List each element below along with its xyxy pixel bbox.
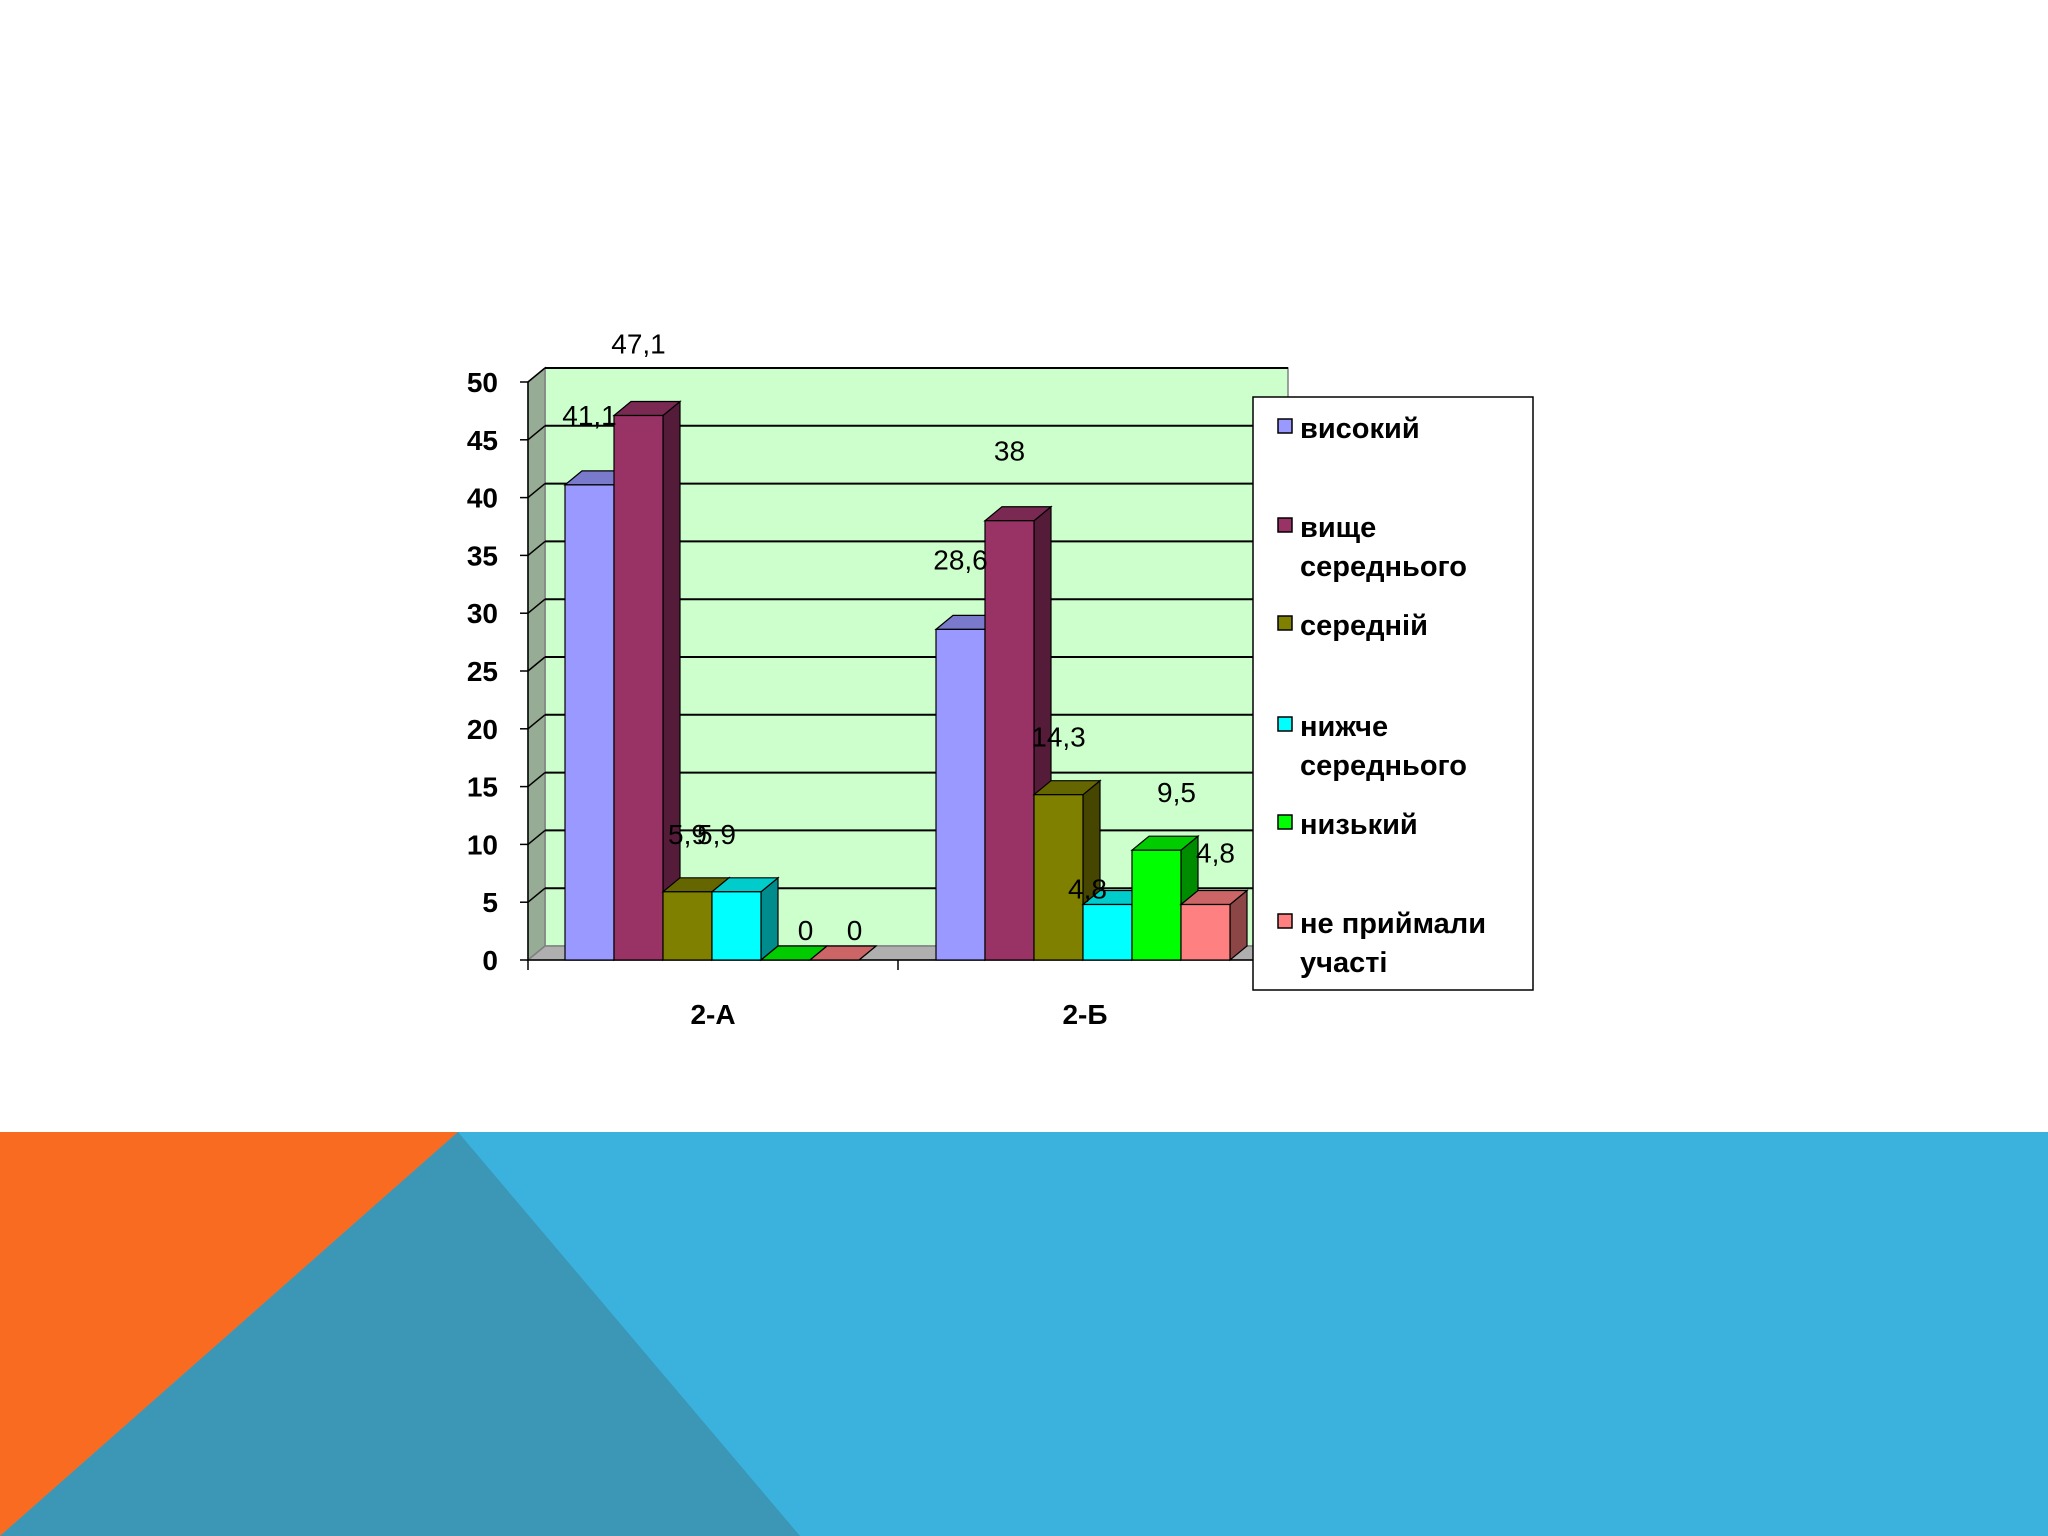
bar-front (711, 891, 762, 961)
y-tick-label: 35 (467, 540, 498, 571)
bar-side (662, 400, 681, 962)
data-label-0-4: 0 (798, 915, 814, 946)
gridline-side (527, 540, 546, 556)
bar-front (1033, 794, 1084, 961)
gridline-side (527, 483, 546, 499)
legend-swatch (1277, 814, 1293, 830)
legend-label-5: не приймали (1300, 908, 1486, 940)
gridline-side (527, 598, 546, 614)
legend-label-3: нижче (1300, 711, 1388, 743)
bar-front (613, 414, 664, 961)
data-label-1-2: 14,3 (1031, 722, 1086, 753)
data-label-1-4: 9,5 (1157, 777, 1196, 808)
bar-front (1082, 903, 1133, 961)
y-tick-label: 30 (467, 598, 498, 629)
y-tick-label: 40 (467, 483, 498, 514)
y-axis-ticks: 0 5 10 15 20 25 30 35 40 45 50 (467, 367, 528, 976)
y-tick-label: 10 (467, 829, 498, 860)
y-tick-label: 50 (467, 367, 498, 398)
category-labels: 2-А 2-Б (690, 999, 1107, 1030)
gridline-side (527, 656, 546, 672)
y-tick-label: 5 (482, 887, 498, 918)
data-label-1-5: 4,8 (1196, 838, 1235, 869)
bar-1-5 (1179, 889, 1249, 962)
category-label-0: 2-А (690, 999, 735, 1030)
data-label-0-1: 47,1 (611, 329, 666, 360)
bar-front (662, 891, 713, 961)
data-label-0-0: 41,1 (562, 400, 617, 431)
legend-box (1252, 396, 1534, 991)
bar-front (935, 628, 986, 961)
bar-0-3 (710, 876, 780, 962)
y-tick-label: 15 (467, 772, 498, 803)
gridline-side (527, 425, 546, 441)
legend-swatch (1277, 615, 1293, 631)
legend-label-2: середній (1300, 610, 1428, 642)
bar-front (984, 520, 1035, 961)
dark-blue-triangle (0, 1132, 800, 1536)
data-label-1-0: 28,6 (933, 544, 988, 575)
gridline-side (527, 887, 546, 903)
bar-0-5 (808, 945, 878, 961)
bar-0-1 (612, 400, 682, 962)
y-tick-label: 25 (467, 656, 498, 687)
legend-label-4: низький (1300, 809, 1418, 841)
gridline-side (527, 772, 546, 788)
bar-1-2 (1032, 779, 1102, 962)
legend-label-5: участі (1300, 947, 1387, 979)
legend-swatch (1277, 418, 1293, 434)
y-tick-label: 20 (467, 714, 498, 745)
bars (563, 400, 1249, 962)
legend-swatch (1277, 716, 1293, 732)
legend-label-1: середнього (1300, 551, 1467, 583)
bar-top (808, 945, 878, 961)
bar-front (1131, 849, 1182, 961)
data-label-1-3: 4,8 (1068, 874, 1107, 905)
y-tick-label: 45 (467, 425, 498, 456)
bar-front (564, 484, 615, 961)
gridline-side (527, 367, 546, 383)
legend-label-3: середнього (1300, 750, 1467, 782)
legend: високий вище середнього середній нижче середн… (1252, 396, 1534, 991)
legend-swatch (1277, 913, 1293, 929)
data-label-0-2: 5,9 (668, 819, 707, 850)
data-label-1-1: 38 (994, 436, 1025, 467)
gridline-side (527, 714, 546, 730)
bar-front (1180, 903, 1231, 961)
gridline-side (527, 829, 546, 845)
data-label-0-5: 0 (847, 915, 863, 946)
category-label-1: 2-Б (1062, 999, 1107, 1030)
legend-label-1: вище (1300, 512, 1376, 544)
data-label-0-3: 5,9 (697, 819, 736, 850)
legend-label-0: високий (1300, 413, 1420, 445)
legend-swatch (1277, 517, 1293, 533)
y-tick-label: 0 (482, 945, 498, 976)
